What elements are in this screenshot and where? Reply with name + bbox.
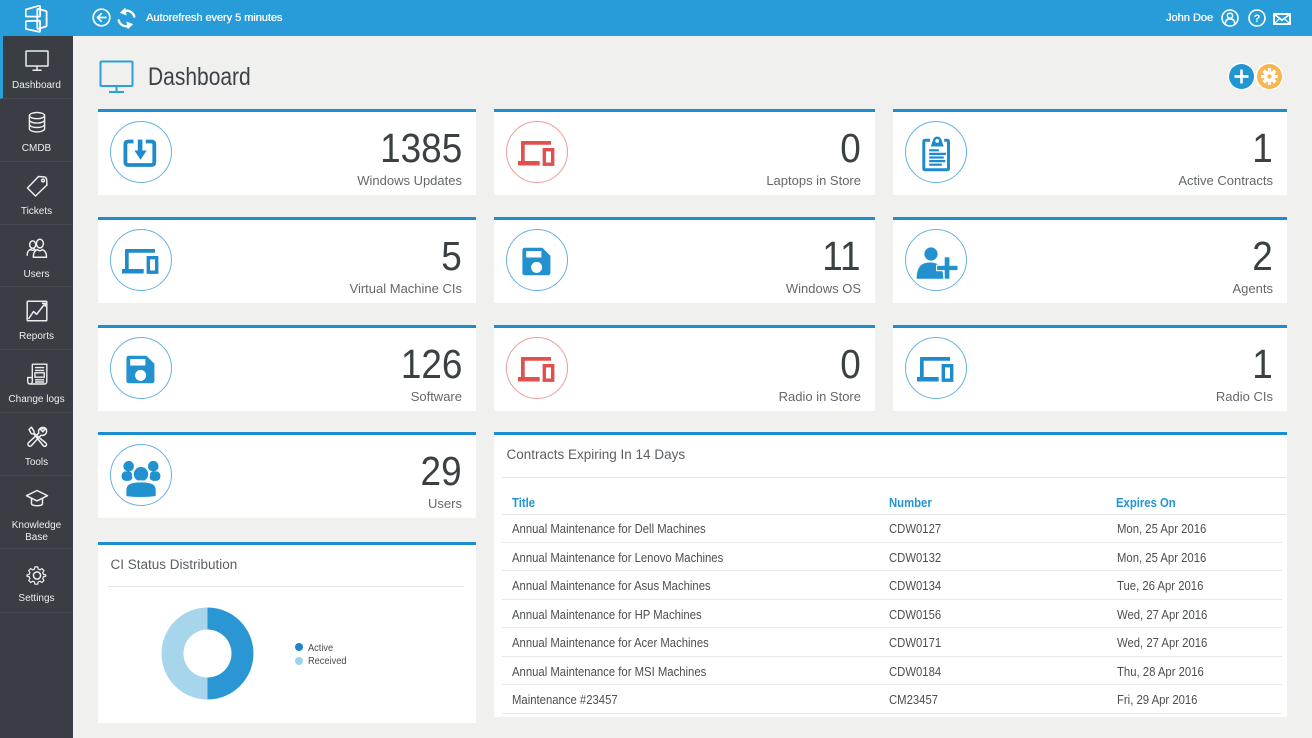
svg-text:?: ? [1254, 13, 1261, 25]
